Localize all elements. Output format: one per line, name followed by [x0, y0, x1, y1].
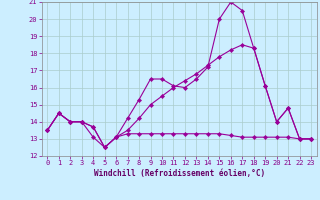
X-axis label: Windchill (Refroidissement éolien,°C): Windchill (Refroidissement éolien,°C) — [94, 169, 265, 178]
